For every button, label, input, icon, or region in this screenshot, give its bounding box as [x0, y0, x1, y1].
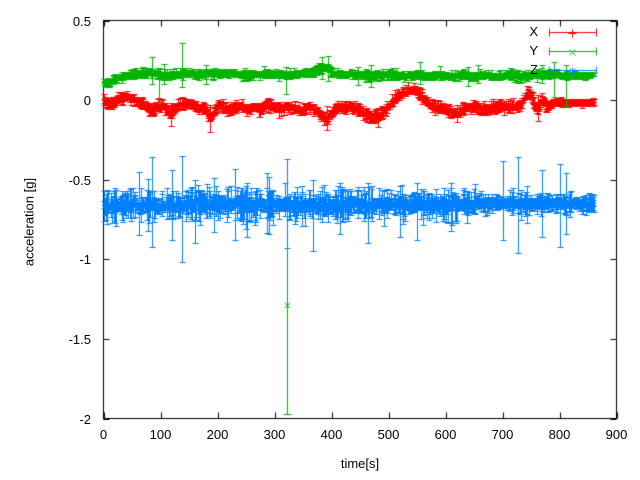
y-tick-label-0: 0 — [83, 93, 91, 109]
x-tick-label-300: 300 — [263, 427, 286, 442]
x-tick-label-800: 800 — [548, 427, 571, 442]
legend-label-z: Z — [530, 62, 538, 77]
legend-label-x: X — [529, 24, 538, 39]
y-tick-label--1.5: -1.5 — [68, 331, 91, 347]
x-tick-label-700: 700 — [491, 427, 514, 442]
y-tick-label--1: -1 — [79, 252, 91, 268]
y-axis-title: acceleration [g] — [21, 177, 37, 267]
y-tick-label-0.5: 0.5 — [72, 13, 91, 29]
x-tick-label-0: 0 — [99, 427, 108, 442]
y-tick-label--2: -2 — [79, 411, 91, 427]
x-tick-label-500: 500 — [377, 427, 400, 442]
x-tick-label-900: 900 — [605, 427, 628, 442]
y-tick-label--0.5: -0.5 — [68, 172, 91, 188]
x-tick-label-600: 600 — [434, 427, 457, 442]
legend-label-y: Y — [529, 43, 538, 58]
x-tick-label-100: 100 — [149, 427, 172, 442]
x-axis-title: time[s] — [340, 456, 380, 471]
x-tick-label-400: 400 — [320, 427, 343, 442]
x-tick-label-200: 200 — [206, 427, 229, 442]
